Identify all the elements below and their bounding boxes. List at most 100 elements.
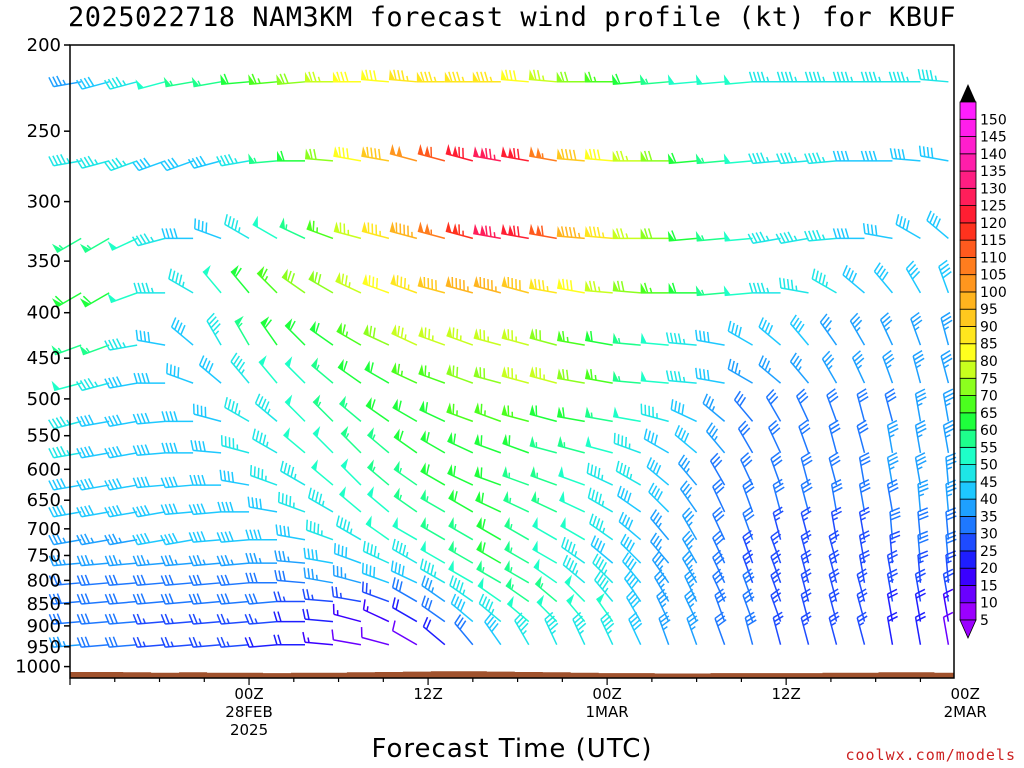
barb-full-feather [487,601,494,612]
barb-full-feather [590,369,593,380]
barb-shaft [418,334,446,346]
barb-full-feather [617,434,620,445]
barb-full-feather [273,634,278,645]
colorbar-cell [959,550,977,569]
barb-full-feather [534,278,537,290]
barb-half-feather [453,523,457,530]
barb-half-feather [649,287,653,294]
barb-half-feather [688,564,693,570]
wind-barb [220,435,250,454]
barb-full-feather [946,515,957,521]
barb-full-feather [588,226,593,237]
barb-full-feather [173,411,178,422]
barb-full-feather [598,520,604,531]
barb-full-feather [859,510,870,517]
wind-barb [132,574,166,586]
barb-full-feather [485,225,488,237]
barb-full-feather [770,568,780,576]
barb-shaft [506,603,530,623]
barb-shaft [614,442,641,454]
colorbar-cell [959,464,977,483]
barb-full-feather [227,154,234,165]
barb-full-feather [756,71,762,83]
barb-full-feather [727,358,732,370]
barb-half-feather [686,494,692,500]
barb-full-feather [660,615,670,623]
barb-flag [447,431,453,444]
barb-flag [365,397,372,409]
colorbar-label: 30 [980,527,998,543]
barb-shaft [165,484,194,489]
barb-shaft [686,618,698,645]
barb-shaft [886,425,894,453]
wind-barb [79,344,110,356]
wind-barb [391,324,418,346]
barb-full-feather [317,274,322,285]
wind-barb [856,611,868,645]
barb-flag [480,147,487,159]
barb-full-feather [773,510,784,518]
wind-barb [418,326,446,346]
barb-half-feather [590,412,593,418]
barb-full-feather [188,532,194,543]
barb-full-feather [864,150,870,162]
barb-full-feather [421,595,426,606]
barb-full-feather [941,315,952,323]
colorbar-cell [959,205,977,224]
barb-half-feather [237,410,241,416]
barb-full-feather [929,70,934,81]
barb-full-feather [108,534,115,545]
barb-full-feather [84,505,91,516]
barb-full-feather [944,427,955,434]
barb-full-feather [245,572,250,584]
barb-shaft [308,278,334,294]
wind-barb [945,479,957,512]
barb-shaft [420,470,446,486]
barb-flag [500,69,507,80]
barb-shaft [914,617,922,645]
barb-full-feather [164,636,170,648]
colorbar-label: 60 [980,423,998,439]
barb-full-feather [258,432,263,444]
barb-full-feather [302,608,306,620]
barb-full-feather [136,613,142,624]
barb-flag [536,594,545,607]
barb-shaft [917,554,922,583]
wind-barb [284,394,306,422]
barb-flag [452,145,459,158]
barb-full-feather [104,507,111,518]
barb-full-feather [857,392,868,399]
wind-barb [742,568,755,602]
colorbar-cell [959,516,977,535]
barb-half-feather [832,517,839,521]
barb-half-feather [688,544,693,550]
barb-full-feather [480,403,483,415]
barb-full-feather [273,611,278,622]
barb-half-feather [253,157,257,164]
wind-barb [224,397,250,423]
barb-full-feather [625,539,633,550]
wind-barb [811,268,837,294]
barb-flag [191,76,200,87]
barb-full-feather [620,281,625,292]
barb-half-feather [821,234,826,240]
barb-full-feather [80,534,87,545]
wind-barb [618,511,642,541]
barb-shaft [640,341,669,346]
barb-full-feather [892,71,898,83]
wind-barb [886,478,899,513]
barb-shaft [856,617,866,645]
barb-full-feather [481,492,485,504]
barb-full-feather [430,564,435,575]
barb-full-feather [459,620,467,630]
wind-barb [849,312,866,346]
credit-link[interactable]: coolwx.com/models [845,746,1016,764]
wind-barb [914,588,926,622]
barb-full-feather [717,619,727,627]
wind-barb [161,228,194,240]
barb-full-feather [546,615,555,624]
y-tick-label: 600 [27,459,61,480]
barb-full-feather [771,592,782,600]
barb-full-feather [860,486,871,493]
barb-shaft [864,232,893,240]
